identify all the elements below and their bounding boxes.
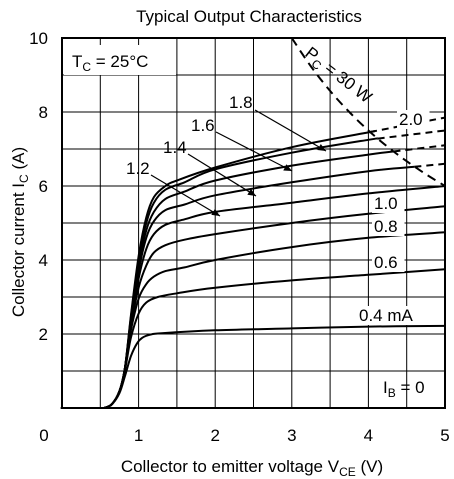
condition-annotation: TC = 25°C <box>64 45 176 75</box>
label-1.4-leader <box>187 153 257 197</box>
y-tick-label: 2 <box>39 325 48 344</box>
y-tick-label: 10 <box>29 29 48 48</box>
label-1.6-arrowhead <box>283 164 292 171</box>
curve-1.4-dashed <box>414 162 446 168</box>
label-1.4-arrowhead <box>247 188 256 196</box>
x-axis-label-text: Collector to emitter voltage <box>121 457 323 476</box>
y-axis-label-text: Collector current <box>9 192 28 317</box>
x-axis-label-symbol: V <box>328 457 340 476</box>
y-tick-label: 8 <box>39 103 48 122</box>
ib-text: = 0 <box>396 378 425 397</box>
label-1.0: 1.0 <box>374 194 398 213</box>
label-1.6: 1.6 <box>191 116 215 135</box>
condition-sub: C <box>82 60 91 74</box>
x-tick-labels: 0 1 2 3 4 5 <box>39 426 449 445</box>
y-axis-label-sub: C <box>17 174 31 183</box>
curve-1.8-dashed <box>377 129 446 140</box>
ib-sub: B <box>388 386 396 400</box>
y-axis-label-symbol: I <box>9 183 28 188</box>
label-1.8-arrowhead <box>317 143 326 151</box>
y-tick-labels: 2 4 6 8 10 <box>29 29 48 344</box>
curve-2.0 <box>103 130 376 409</box>
svg-text:TC = 25°C: TC = 25°C <box>72 52 148 74</box>
power-limit-curve <box>290 37 446 187</box>
label-1.2-arrowhead <box>211 208 220 216</box>
label-0.4mA: 0.4 mA <box>359 306 414 325</box>
condition-symbol: T <box>72 52 82 71</box>
x-axis-label-unit: (V) <box>361 457 384 476</box>
label-0.8-bg <box>372 217 405 236</box>
x-tick-label: 3 <box>287 426 296 445</box>
label-0.8: 0.8 <box>374 217 398 236</box>
y-axis-label: Collector current IC (A) <box>9 147 31 317</box>
ib-symbol: I <box>383 378 388 397</box>
y-axis-label-unit: (A) <box>9 147 28 170</box>
x-tick-label: 0 <box>39 426 48 445</box>
label-1.2: 1.2 <box>126 159 150 178</box>
curve-1.6-dashed <box>393 144 446 153</box>
plot-frame <box>61 37 446 409</box>
label-IB-0: IB = 0 <box>383 378 425 400</box>
label-1.6-leader <box>215 131 293 172</box>
label-1.0-bg <box>372 194 405 213</box>
label-2.0-bg <box>397 110 430 129</box>
x-tick-label: 2 <box>210 426 219 445</box>
label-0.6: 0.6 <box>374 253 398 272</box>
label-2.0: 2.0 <box>399 110 423 129</box>
x-tick-label: 4 <box>364 426 373 445</box>
label-1.8: 1.8 <box>229 93 253 112</box>
x-axis-label-sub: CE <box>339 465 356 479</box>
x-tick-label: 5 <box>440 426 449 445</box>
label-1.8-leader <box>254 109 327 152</box>
y-tick-label: 6 <box>39 177 48 196</box>
y-tick-label: 4 <box>39 251 48 270</box>
condition-text: = 25°C <box>91 52 148 71</box>
label-0.6-bg <box>372 253 405 272</box>
x-axis-label: Collector to emitter voltage VCE (V) <box>121 457 383 479</box>
label-1.2-leader <box>150 174 221 217</box>
label-1.4: 1.4 <box>163 138 187 157</box>
x-tick-label: 1 <box>134 426 143 445</box>
label-0.4mA-bg <box>357 306 418 325</box>
chart-title: Typical Output Characteristics <box>136 7 362 26</box>
curve-1.8 <box>103 137 379 409</box>
